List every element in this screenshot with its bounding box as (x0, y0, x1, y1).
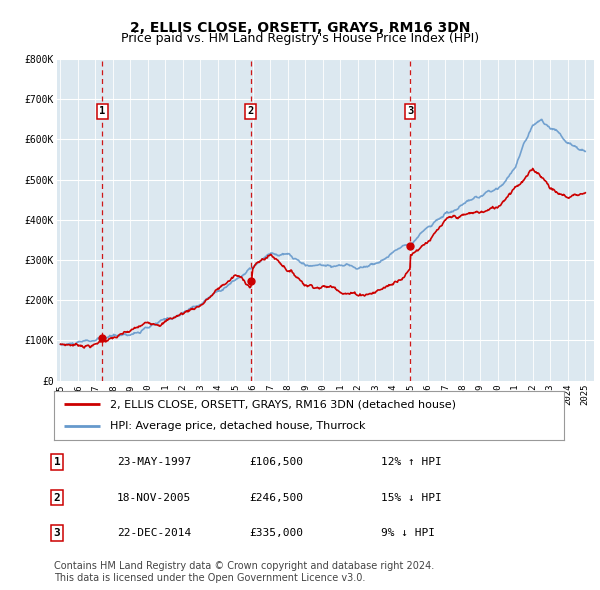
Text: 2: 2 (248, 106, 254, 116)
Text: 18-NOV-2005: 18-NOV-2005 (117, 493, 191, 503)
Text: 12% ↑ HPI: 12% ↑ HPI (381, 457, 442, 467)
Text: 1: 1 (99, 106, 106, 116)
Text: 22-DEC-2014: 22-DEC-2014 (117, 528, 191, 538)
Text: HPI: Average price, detached house, Thurrock: HPI: Average price, detached house, Thur… (110, 421, 365, 431)
Text: 2, ELLIS CLOSE, ORSETT, GRAYS, RM16 3DN (detached house): 2, ELLIS CLOSE, ORSETT, GRAYS, RM16 3DN … (110, 399, 456, 409)
Text: 1: 1 (53, 457, 61, 467)
Text: 9% ↓ HPI: 9% ↓ HPI (381, 528, 435, 538)
Text: £335,000: £335,000 (249, 528, 303, 538)
Text: 23-MAY-1997: 23-MAY-1997 (117, 457, 191, 467)
Text: 15% ↓ HPI: 15% ↓ HPI (381, 493, 442, 503)
Text: 3: 3 (407, 106, 413, 116)
Text: Price paid vs. HM Land Registry's House Price Index (HPI): Price paid vs. HM Land Registry's House … (121, 32, 479, 45)
Text: £106,500: £106,500 (249, 457, 303, 467)
Text: £246,500: £246,500 (249, 493, 303, 503)
Text: 2, ELLIS CLOSE, ORSETT, GRAYS, RM16 3DN: 2, ELLIS CLOSE, ORSETT, GRAYS, RM16 3DN (130, 21, 470, 35)
Text: Contains HM Land Registry data © Crown copyright and database right 2024.
This d: Contains HM Land Registry data © Crown c… (54, 561, 434, 583)
Text: 3: 3 (53, 528, 61, 538)
Text: 2: 2 (53, 493, 61, 503)
